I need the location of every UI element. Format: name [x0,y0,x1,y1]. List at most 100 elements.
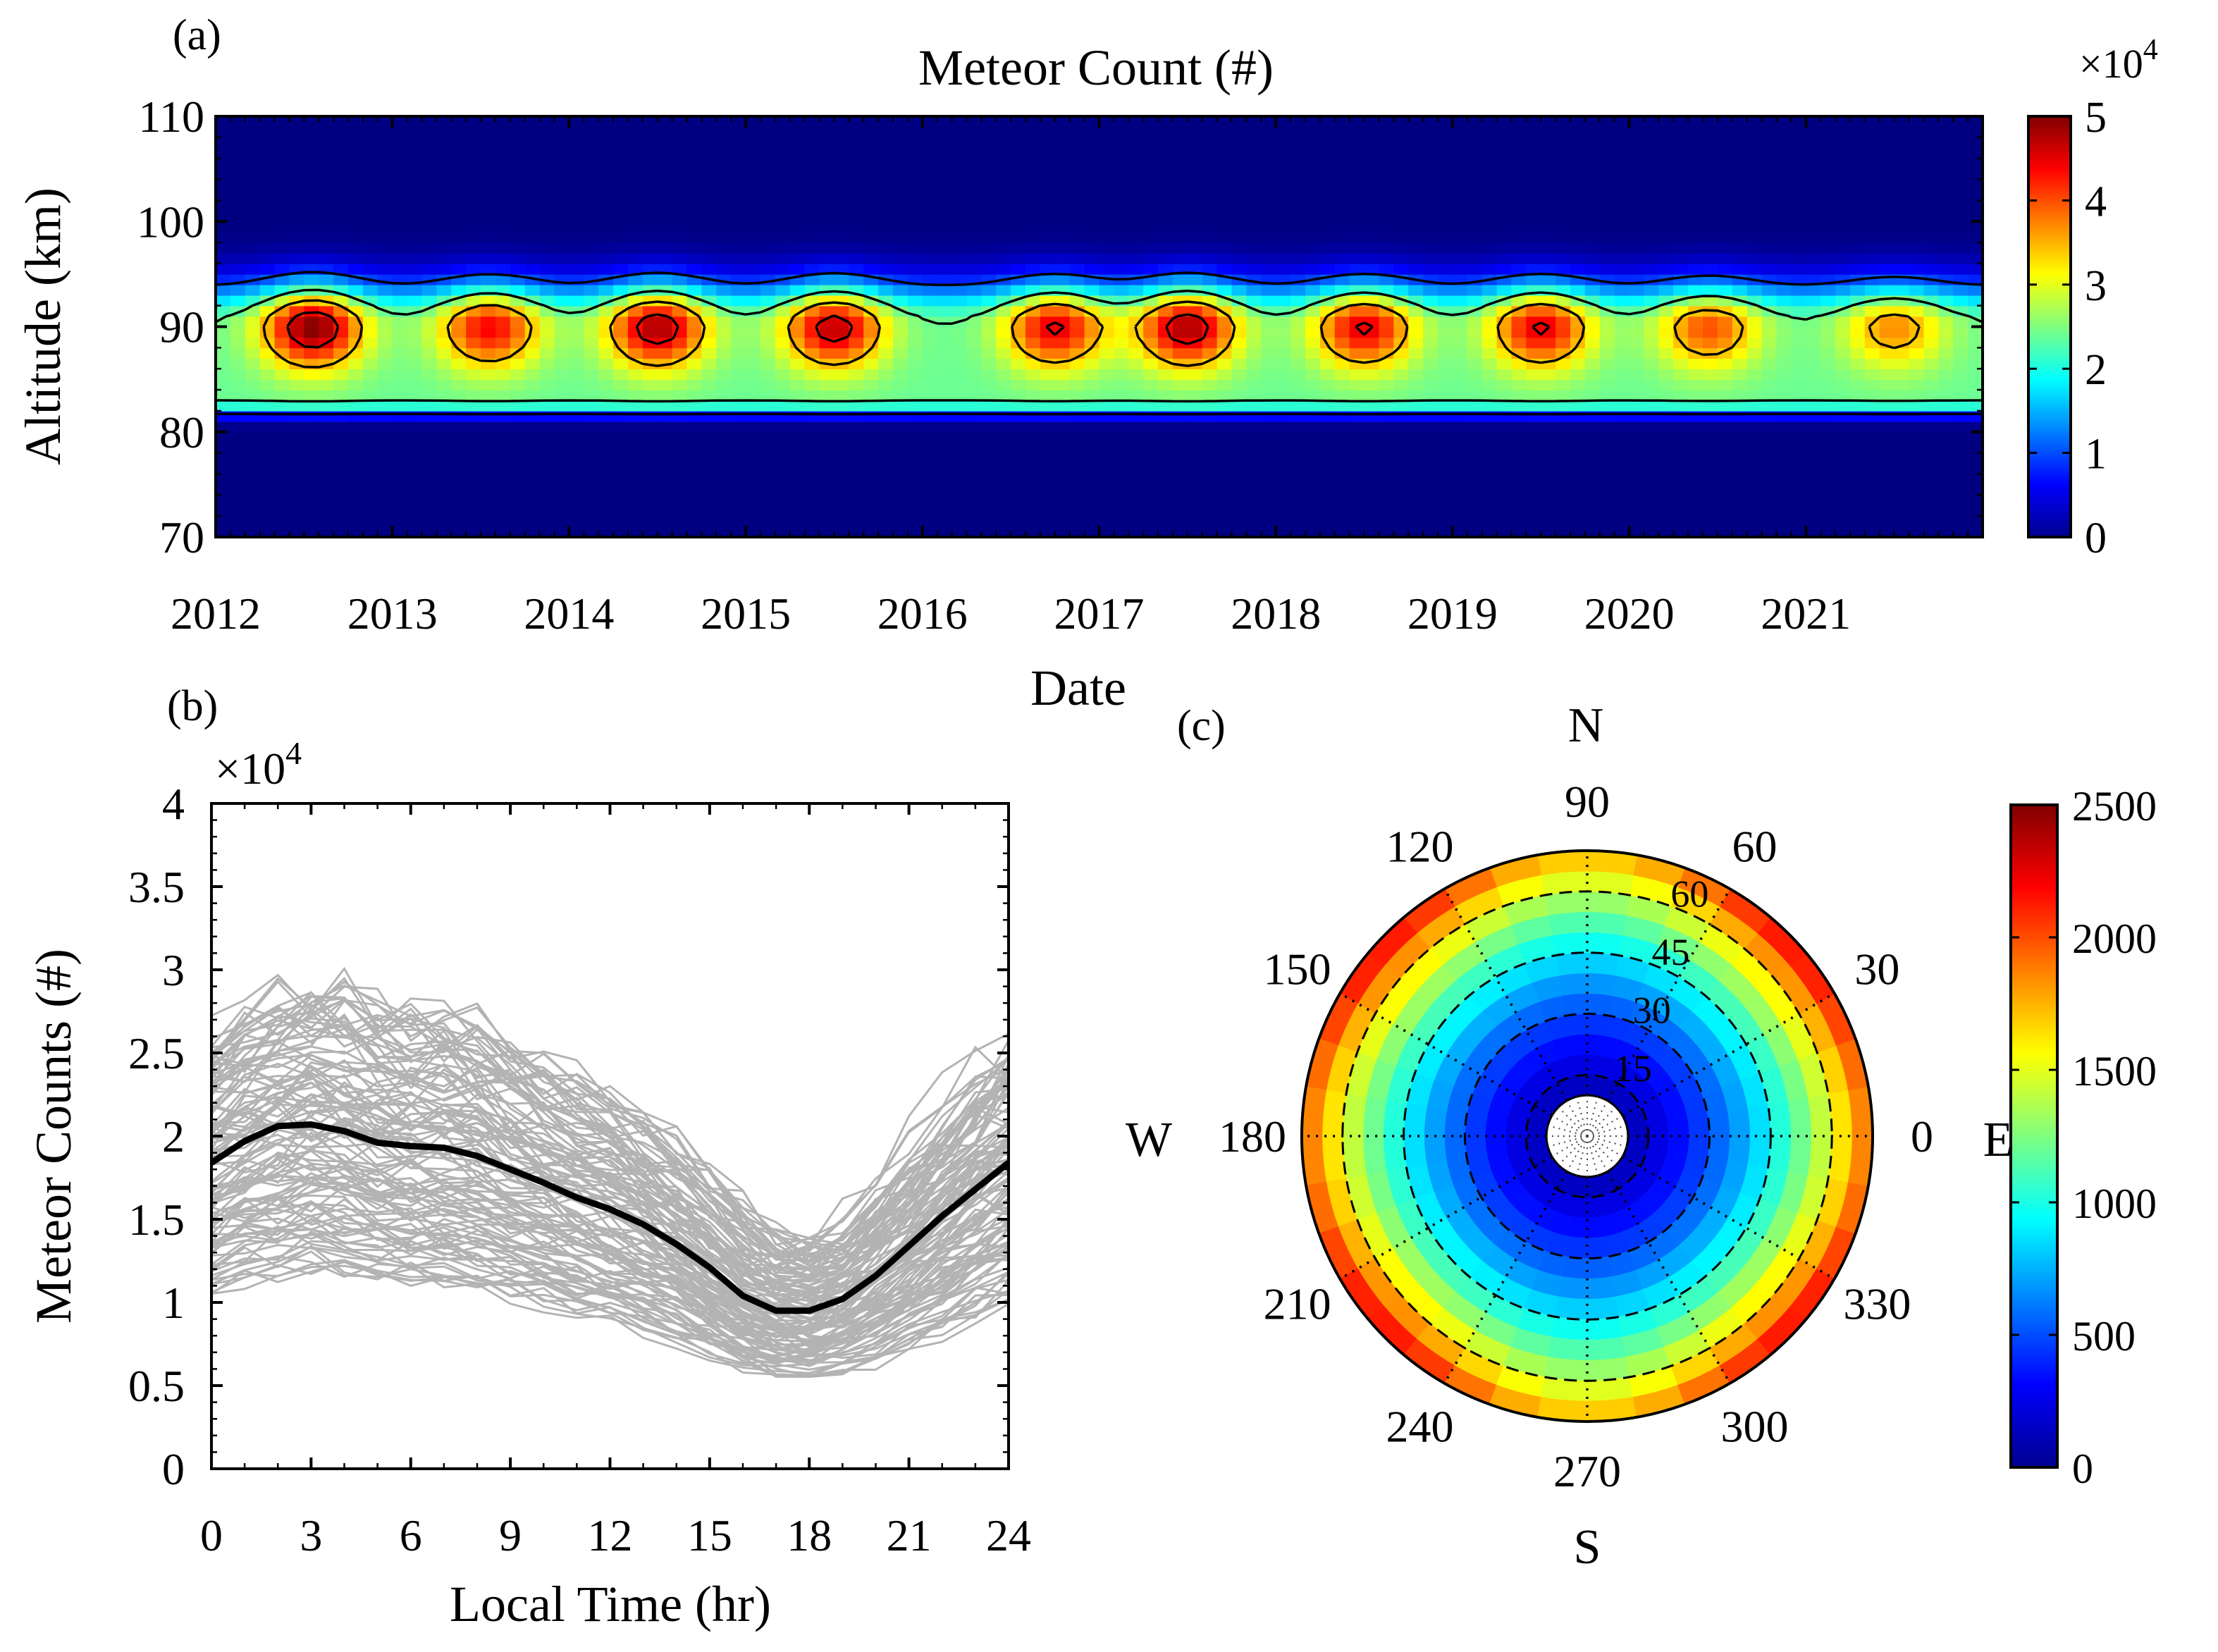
heatmap-cell [1629,158,1645,170]
heatmap-cell [627,358,643,369]
heatmap-cell [554,116,570,128]
heatmap-cell [981,421,997,433]
heatmap-cell [1246,284,1262,296]
heatmap-cell [245,484,261,496]
heatmap-cell [1305,400,1321,412]
heatmap-cell [436,452,452,464]
heatmap-cell [362,495,378,507]
heatmap-cell [407,232,423,243]
heatmap-cell [1481,505,1498,517]
heatmap-cell [1319,116,1336,128]
heatmap-cell [951,158,968,170]
heatmap-cell [1187,390,1203,401]
heatmap-cell [1746,516,1763,527]
heatmap-cell [1644,263,1660,275]
heatmap-cell [554,253,570,264]
heatmap-cell [981,116,997,128]
heatmap-cell [436,484,452,496]
heatmap-cell [775,431,791,443]
heatmap-cell [1143,263,1159,275]
heatmap-cell [1746,168,1763,180]
heatmap-cell [524,410,541,422]
heatmap-cell [1879,211,1895,223]
heatmap-cell [1584,179,1601,191]
heatmap-cell [481,116,496,128]
heatmap-cell [1923,390,1940,401]
heatmap-cell [1584,421,1601,433]
heatmap-cell [230,400,246,412]
heatmap-cell [849,316,865,328]
heatmap-cell [319,495,334,507]
heatmap-cell [907,516,923,527]
heatmap-cell [878,484,894,496]
heatmap-cell [1084,442,1100,454]
heatmap-cell [716,147,732,159]
heatmap-cell [966,369,982,380]
heatmap-cell [1658,263,1675,275]
heatmap-cell [1423,116,1438,128]
heatmap-cell [1305,211,1321,223]
heatmap-cell [937,474,953,486]
heatmap-cell [746,358,761,369]
heatmap-cell [1849,147,1866,159]
heatmap-cell [981,232,997,243]
heatmap-cell [1202,379,1218,390]
heatmap-cell [1025,431,1041,443]
heatmap-cell [1629,168,1645,180]
heatmap-cell [1761,190,1778,202]
heatmap-cell [1732,463,1748,475]
heatmap-cell [1541,273,1556,285]
heatmap-cell [1894,147,1910,159]
heatmap-cell [642,347,658,359]
heatmap-cell [922,410,938,422]
heatmap-cell [1555,484,1571,496]
heatmap-cell [1806,347,1821,359]
heatmap-cell [922,305,938,317]
heatmap-cell [1128,147,1144,159]
heatmap-cell [245,168,261,180]
heatmap-cell [1541,452,1556,464]
heatmap-cell [1894,347,1910,359]
heatmap-cell [1629,369,1645,380]
heatmap-cell [481,126,496,138]
heatmap-cell [1835,158,1851,170]
heatmap-cell [539,263,555,275]
heatmap-cell [1246,474,1262,486]
heatmap-cell [1011,253,1026,264]
heatmap-cell [627,158,643,170]
heatmap-cell [1305,253,1321,264]
heatmap-cell [524,379,541,390]
heatmap-cell [1143,505,1159,517]
heatmap-cell [907,295,923,307]
heatmap-cell [819,179,835,191]
heatmap-cell [1717,526,1733,537]
heatmap-cell [569,484,585,496]
heatmap-cell [1688,400,1703,412]
heatmap-cell [1717,400,1733,412]
heatmap-cell [1953,221,1969,233]
heatmap-cell [1040,253,1056,264]
heatmap-cell [1938,369,1954,380]
heatmap-cell [1968,284,1983,296]
heatmap-cell [392,326,408,338]
heatmap-cell [657,400,673,412]
heatmap-cell [1276,147,1291,159]
heatmap-cell [672,221,688,233]
heatmap-cell [1349,326,1365,338]
heatmap-cell [392,253,408,264]
heatmap-cell [1143,431,1159,443]
heatmap-cell [1319,358,1336,369]
heatmap-cell [1069,273,1085,285]
heatmap-cell [1746,116,1763,128]
heatmap-cell [1879,463,1895,475]
heatmap-cell [1128,190,1144,202]
heatmap-cell [1599,284,1615,296]
heatmap-cell [1216,431,1233,443]
heatmap-cell [1761,400,1778,412]
heatmap-cell [1114,347,1130,359]
heatmap-cell [362,452,378,464]
heatmap-cell [259,168,276,180]
heatmap-cell [1054,326,1071,338]
heatmap-cell [1599,463,1615,475]
heatmap-cell [878,463,894,475]
